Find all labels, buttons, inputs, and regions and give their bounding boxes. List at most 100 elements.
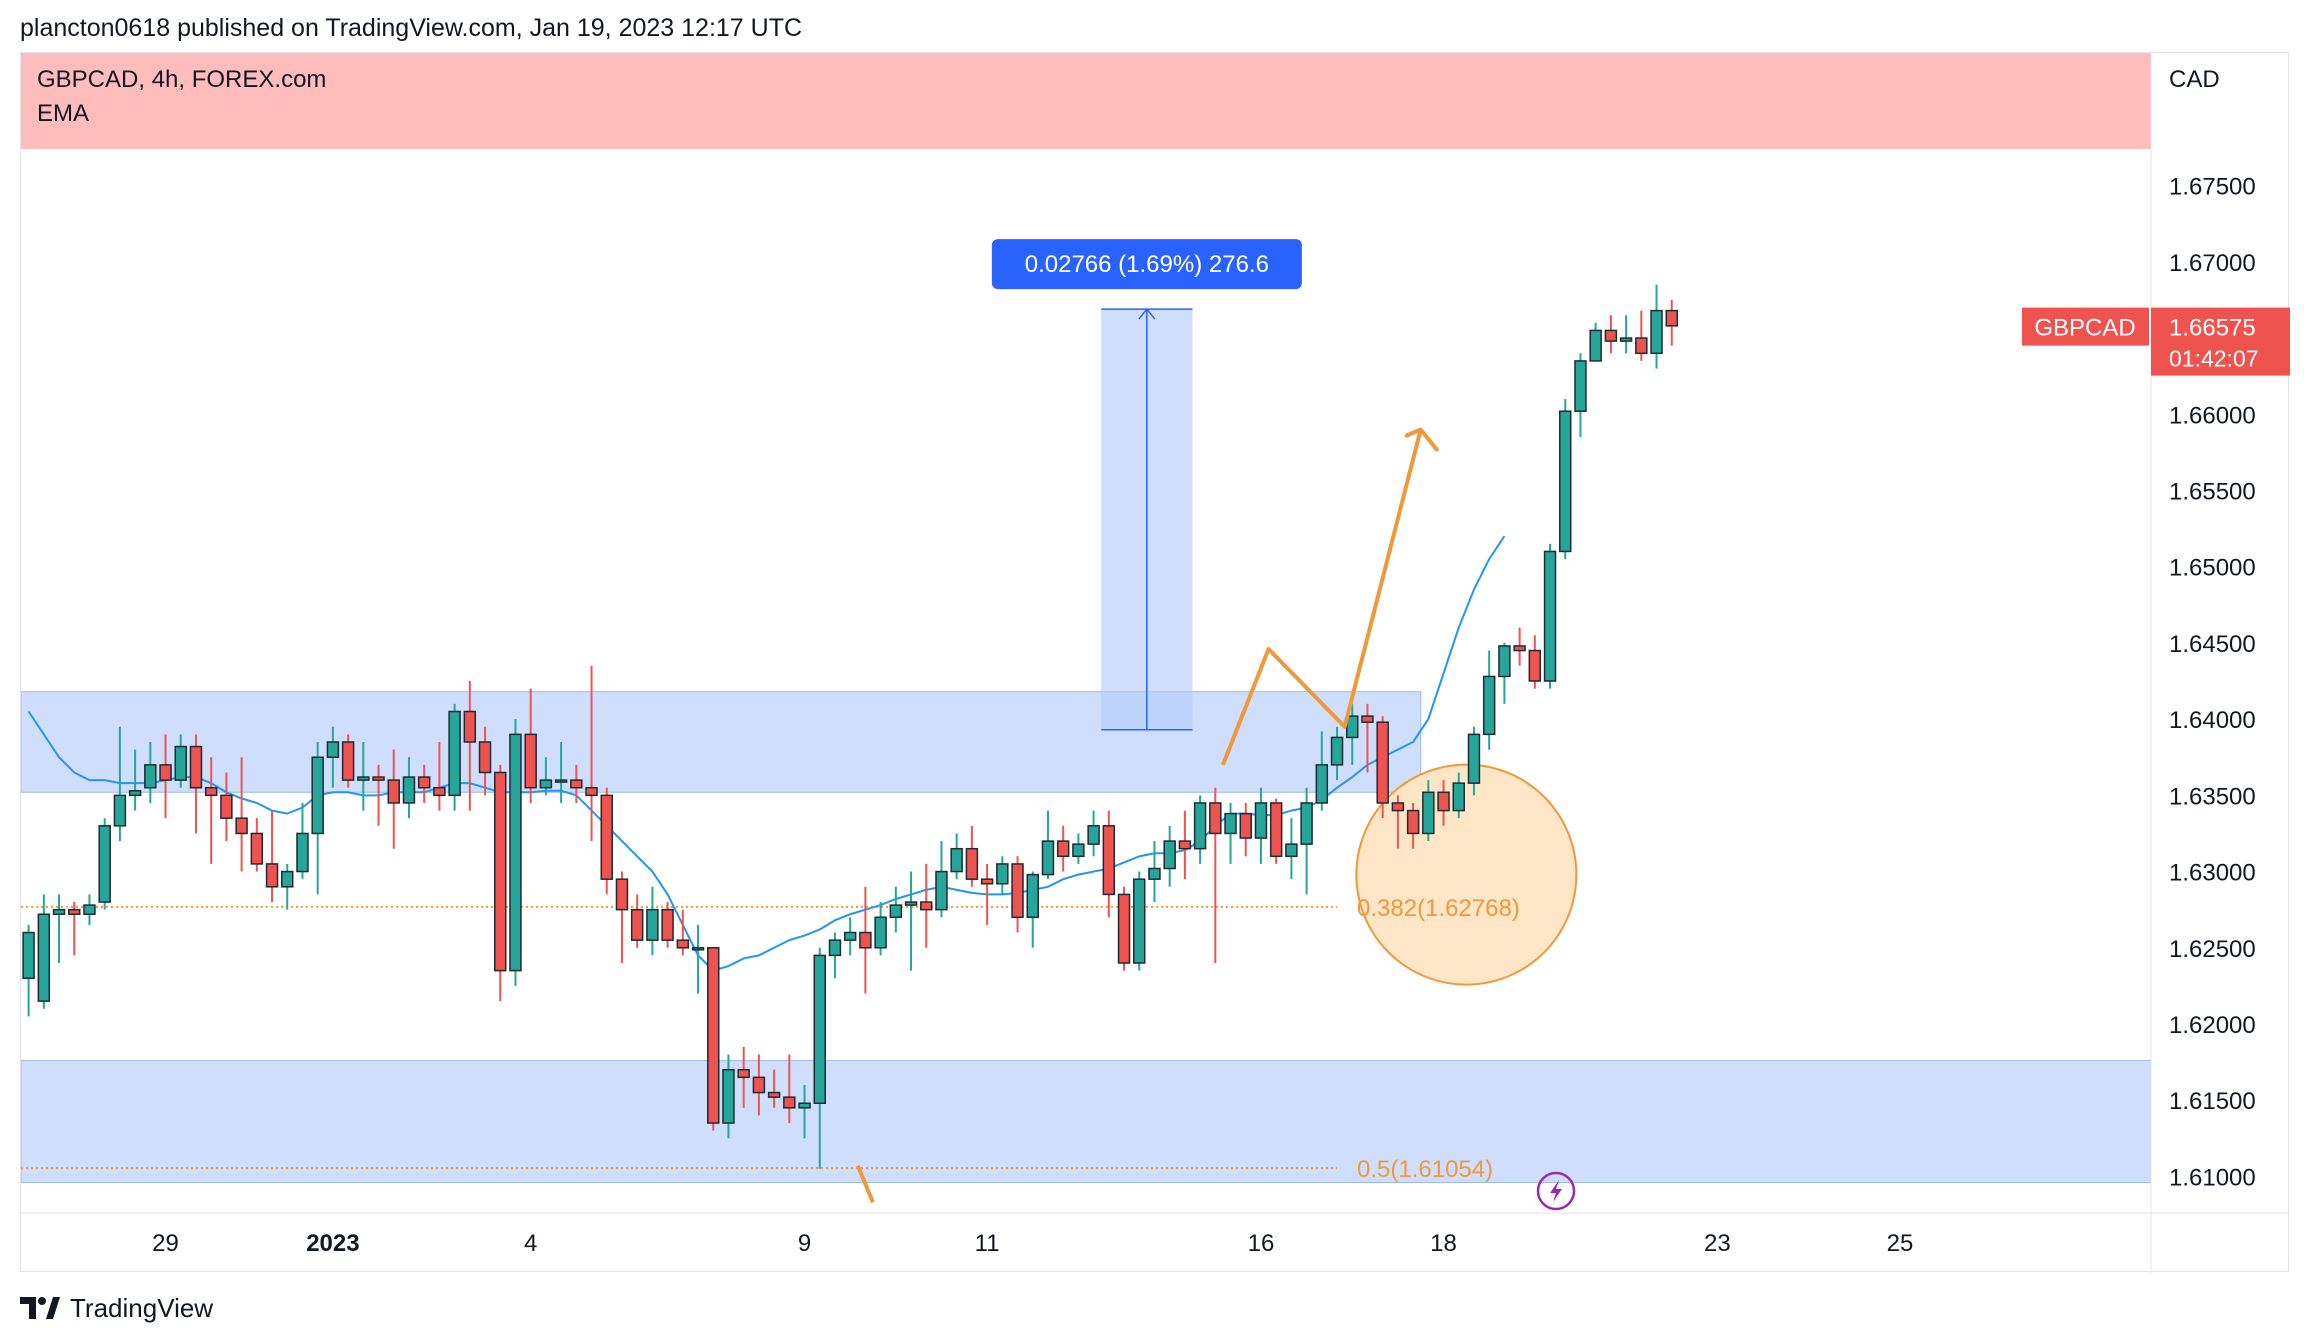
candle-up[interactable] bbox=[1650, 284, 1663, 369]
candle-up[interactable] bbox=[813, 947, 826, 1169]
candle-down[interactable] bbox=[1376, 716, 1389, 819]
candle-up[interactable] bbox=[1619, 315, 1633, 354]
candle-up[interactable] bbox=[889, 886, 903, 933]
candle-up[interactable] bbox=[281, 863, 294, 910]
candle-down[interactable] bbox=[1528, 635, 1542, 689]
candle-up[interactable] bbox=[1224, 802, 1237, 864]
candle-up[interactable] bbox=[1315, 731, 1329, 811]
candle-down[interactable] bbox=[372, 764, 385, 826]
candle-up[interactable] bbox=[691, 924, 705, 994]
candle-up[interactable] bbox=[52, 894, 66, 964]
chart-canvas[interactable]: 0.382(1.62768) 0.5(1.61054) 0.02766 (1.69… bbox=[21, 53, 2290, 1273]
candle-down[interactable] bbox=[463, 681, 477, 811]
candle-down[interactable] bbox=[204, 757, 218, 864]
candle-down[interactable] bbox=[585, 665, 598, 842]
candle-up[interactable] bbox=[1163, 825, 1176, 887]
candle-down[interactable] bbox=[1178, 810, 1192, 880]
candle-down[interactable] bbox=[676, 909, 690, 956]
candle-up[interactable] bbox=[37, 894, 51, 1009]
candle-up[interactable] bbox=[1574, 353, 1587, 438]
candle-up[interactable] bbox=[828, 932, 842, 979]
candle-down[interactable] bbox=[250, 818, 264, 872]
candle-down[interactable] bbox=[600, 787, 613, 895]
candle-up[interactable] bbox=[950, 833, 963, 880]
candle-up[interactable] bbox=[843, 917, 857, 956]
candle-down[interactable] bbox=[1056, 825, 1070, 872]
candle-down[interactable] bbox=[1635, 310, 1648, 361]
candle-up[interactable] bbox=[539, 757, 553, 796]
resistance-zone[interactable] bbox=[21, 691, 1422, 793]
candle-down[interactable] bbox=[1011, 856, 1024, 933]
candle-up[interactable] bbox=[874, 902, 887, 956]
candle-up[interactable] bbox=[1087, 810, 1100, 857]
highlight-circle[interactable] bbox=[1355, 763, 1578, 986]
candle-up[interactable] bbox=[1559, 399, 1572, 560]
candle-down[interactable] bbox=[1665, 299, 1678, 346]
candle-down[interactable] bbox=[630, 894, 644, 948]
candle-up[interactable] bbox=[1452, 772, 1465, 819]
candle-down[interactable] bbox=[1209, 787, 1222, 964]
candle-up[interactable] bbox=[311, 741, 324, 895]
candle-up[interactable] bbox=[798, 1084, 811, 1139]
candle-down[interactable] bbox=[752, 1054, 766, 1116]
candle-up[interactable] bbox=[646, 886, 659, 956]
candle-up[interactable] bbox=[1482, 650, 1496, 750]
candle-up[interactable] bbox=[1330, 726, 1344, 781]
candle-up[interactable] bbox=[1422, 780, 1435, 842]
candle-down[interactable] bbox=[1604, 315, 1618, 354]
candle-up[interactable] bbox=[1193, 795, 1207, 864]
candle-up[interactable] bbox=[1467, 726, 1481, 796]
candle-down[interactable] bbox=[1102, 810, 1116, 918]
candle-down[interactable] bbox=[68, 902, 81, 956]
candle-up[interactable] bbox=[98, 818, 111, 910]
candle-up[interactable] bbox=[1543, 543, 1557, 689]
candle-up[interactable] bbox=[1285, 818, 1298, 880]
candle-up[interactable] bbox=[1346, 703, 1359, 765]
candle-down[interactable] bbox=[524, 688, 537, 803]
candle-up[interactable] bbox=[326, 726, 340, 788]
candle-up[interactable] bbox=[1072, 833, 1085, 864]
candle-down[interactable] bbox=[189, 734, 203, 834]
candle-up[interactable] bbox=[1026, 871, 1039, 948]
candle-up[interactable] bbox=[144, 741, 157, 803]
candle-down[interactable] bbox=[478, 726, 492, 796]
candle-up[interactable] bbox=[1498, 642, 1511, 704]
lower-arrow[interactable] bbox=[855, 1164, 875, 1204]
candle-up[interactable] bbox=[996, 856, 1009, 895]
candle-down[interactable] bbox=[1117, 886, 1131, 971]
candle-up[interactable] bbox=[1148, 841, 1161, 903]
candle-down[interactable] bbox=[767, 1069, 781, 1108]
candle-up[interactable] bbox=[935, 841, 948, 918]
candle-up[interactable] bbox=[402, 757, 416, 819]
candle-down[interactable] bbox=[859, 886, 872, 994]
support-zone[interactable] bbox=[21, 1060, 2152, 1184]
candle-down[interactable] bbox=[1239, 802, 1252, 857]
candle-down[interactable] bbox=[417, 764, 431, 803]
candle-down[interactable] bbox=[1513, 627, 1526, 666]
candle-down[interactable] bbox=[920, 863, 933, 948]
lightning-icon[interactable] bbox=[1536, 1171, 1576, 1211]
projection-path[interactable] bbox=[1221, 429, 1423, 766]
candle-down[interactable] bbox=[341, 734, 355, 788]
candle-up[interactable] bbox=[448, 703, 461, 811]
candle-down[interactable] bbox=[1269, 798, 1283, 864]
candle-down[interactable] bbox=[1391, 795, 1405, 849]
candle-down[interactable] bbox=[235, 757, 248, 872]
last-price-tag[interactable] bbox=[2151, 307, 2290, 376]
candle-up[interactable] bbox=[509, 719, 522, 986]
chart-frame[interactable]: 0.382(1.62768) 0.5(1.61054) 0.02766 (1.69… bbox=[20, 52, 2290, 1273]
candle-down[interactable] bbox=[980, 863, 994, 925]
symbol-tag[interactable] bbox=[2022, 307, 2149, 346]
candle-down[interactable] bbox=[783, 1054, 796, 1124]
measure-label-box[interactable] bbox=[991, 239, 1302, 290]
candle-down[interactable] bbox=[1406, 802, 1420, 849]
legend-symbol[interactable]: GBPCAD, 4h, FOREX.com bbox=[37, 66, 326, 93]
candle-down[interactable] bbox=[387, 749, 400, 849]
candle-down[interactable] bbox=[220, 772, 233, 842]
candle-up[interactable] bbox=[1300, 787, 1313, 895]
candle-down[interactable] bbox=[570, 764, 583, 803]
legend-indicator[interactable]: EMA bbox=[37, 100, 89, 127]
candle-up[interactable] bbox=[1041, 810, 1055, 880]
candle-down[interactable] bbox=[1361, 703, 1374, 773]
candle-up[interactable] bbox=[904, 871, 918, 971]
